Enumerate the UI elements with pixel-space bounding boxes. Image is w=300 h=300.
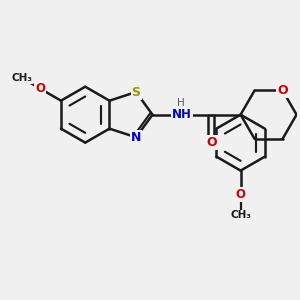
Text: CH₃: CH₃ (230, 210, 251, 220)
Text: O: O (206, 136, 217, 149)
Text: S: S (132, 85, 141, 98)
Text: O: O (35, 82, 45, 95)
Text: N: N (131, 131, 141, 144)
Text: O: O (277, 84, 288, 97)
Text: NH: NH (172, 108, 192, 121)
Text: CH₃: CH₃ (12, 73, 33, 83)
Text: O: O (236, 188, 246, 201)
Text: H: H (176, 98, 184, 108)
